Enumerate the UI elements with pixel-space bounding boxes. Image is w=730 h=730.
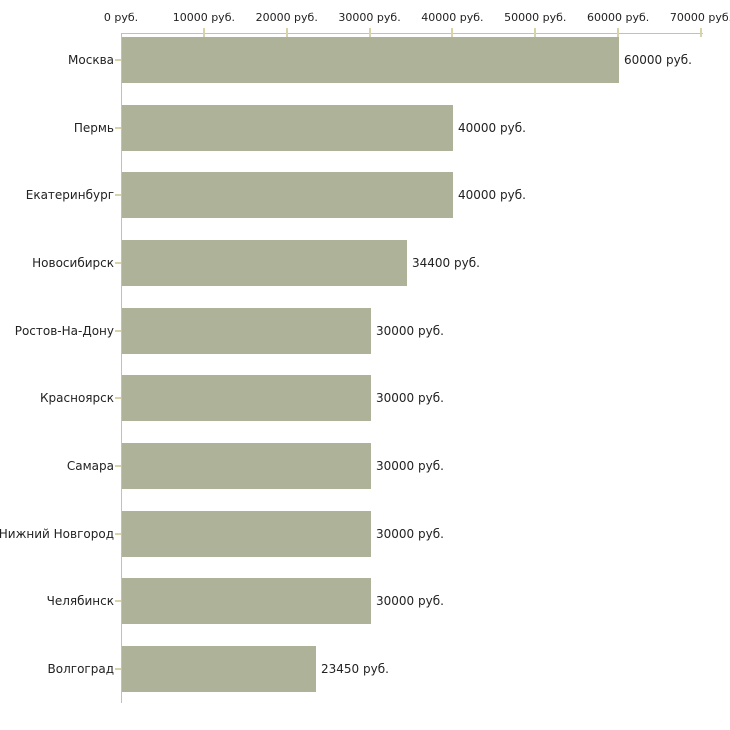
bar	[122, 104, 453, 151]
x-tick-label: 70000 руб.	[669, 11, 730, 24]
y-tick-mark	[115, 126, 121, 129]
y-axis-line	[121, 33, 122, 703]
category-label: Москва	[68, 53, 114, 67]
value-label: 40000 руб.	[458, 120, 526, 135]
value-label: 30000 руб.	[376, 323, 444, 338]
y-tick-mark	[115, 465, 121, 468]
x-tick-mark	[451, 28, 454, 37]
value-label: 30000 руб.	[376, 459, 444, 474]
y-tick-mark	[115, 600, 121, 603]
x-tick-mark	[202, 28, 205, 37]
bar	[122, 172, 453, 219]
y-tick-mark	[115, 397, 121, 400]
category-label: Самара	[66, 459, 114, 474]
y-tick-mark	[115, 532, 121, 535]
y-tick-mark	[115, 262, 121, 264]
value-label: 30000 руб.	[376, 526, 444, 541]
bar	[122, 510, 371, 557]
bar	[122, 307, 371, 354]
category-label: Челябинск	[46, 594, 114, 609]
x-axis-line	[121, 33, 703, 34]
x-tick-mark	[617, 28, 620, 37]
category-label: Ростов-На-Дону	[14, 323, 114, 338]
category-label: Волгоград	[47, 662, 114, 677]
x-tick-label: 30000 руб.	[338, 11, 401, 24]
value-label: 60000 руб.	[624, 53, 692, 67]
value-label: 30000 руб.	[376, 594, 444, 609]
x-tick-label: 60000 руб.	[587, 11, 650, 24]
x-tick-label: 0 руб.	[103, 11, 139, 24]
value-label: 34400 руб.	[412, 256, 480, 270]
bar	[122, 37, 619, 83]
y-tick-mark	[115, 668, 121, 671]
category-label: Нижний Новгород	[0, 526, 114, 541]
bar	[122, 240, 407, 286]
value-label: 40000 руб.	[458, 188, 526, 203]
bar	[122, 443, 371, 490]
value-label: 30000 руб.	[376, 391, 444, 406]
category-label: Новосибирск	[32, 256, 114, 270]
bar	[122, 646, 316, 693]
category-label: Екатеринбург	[25, 188, 114, 203]
y-tick-mark	[115, 194, 121, 197]
y-tick-mark	[115, 59, 121, 61]
bar	[122, 578, 371, 625]
x-tick-label: 50000 руб.	[504, 11, 567, 24]
y-tick-mark	[115, 329, 121, 332]
x-tick-mark	[700, 28, 702, 37]
value-label: 23450 руб.	[321, 662, 389, 677]
category-label: Красноярск	[40, 391, 114, 406]
x-tick-label: 20000 руб.	[255, 11, 318, 24]
x-tick-label: 10000 руб.	[172, 11, 235, 24]
category-label: Пермь	[73, 120, 114, 135]
x-tick-mark	[285, 28, 288, 37]
x-tick-label: 40000 руб.	[421, 11, 484, 24]
x-tick-mark	[368, 28, 371, 37]
bar	[122, 375, 371, 422]
x-tick-mark	[534, 28, 537, 37]
